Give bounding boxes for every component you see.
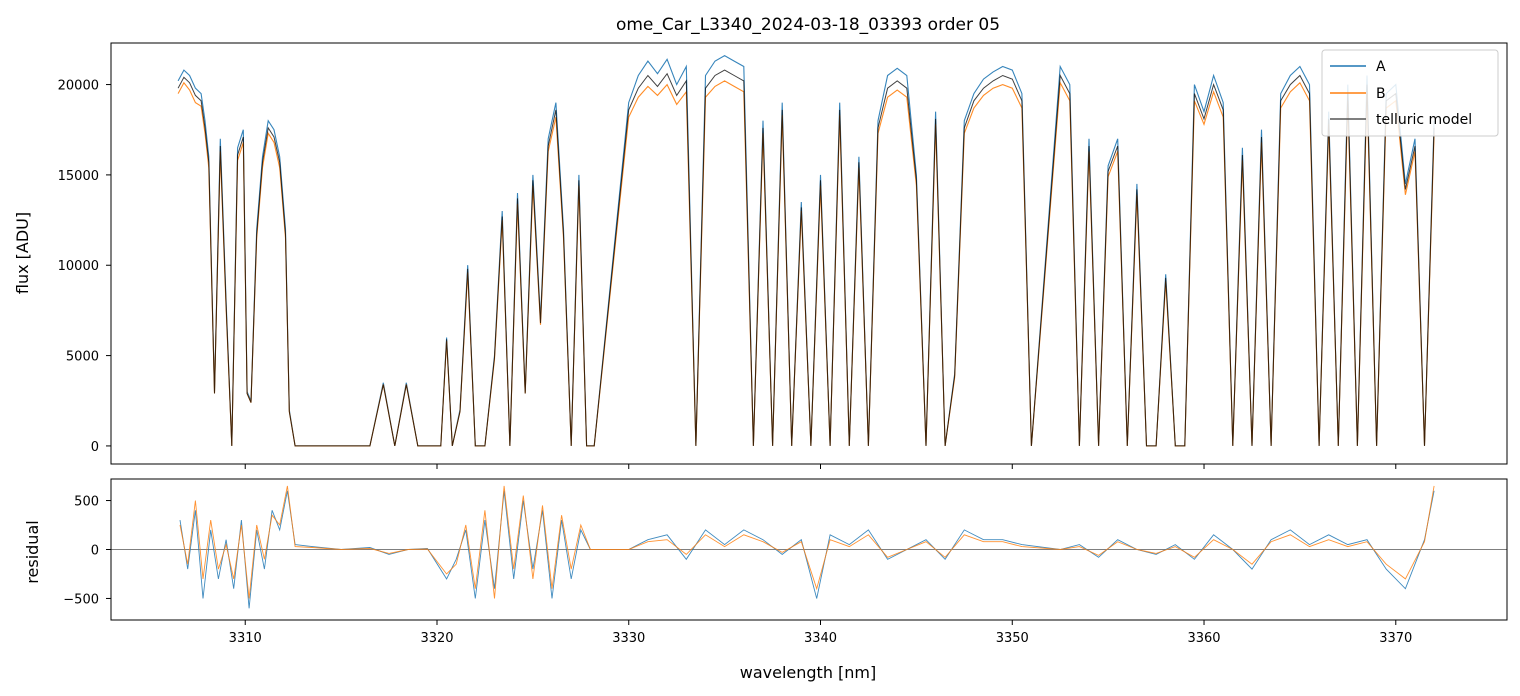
flux-plot-frame (110, 42, 1508, 465)
legend: A B telluric model (1321, 49, 1499, 137)
residual-panel: −500 0 500 3310 3320 3330 3340 3350 3360 3370 re… (23, 478, 1508, 682)
residual-y-axis: −500 0 500 (63, 495, 111, 607)
flux-y-tick-label: 15000 (58, 169, 99, 184)
flux-series-telluric-model (177, 69, 1435, 447)
legend-label-model: telluric model (1376, 112, 1472, 128)
flux-series-group (177, 54, 1435, 447)
x-tick-label: 3360 (1187, 631, 1220, 646)
legend-label-a: A (1376, 59, 1386, 75)
x-axis-label: wavelength [nm] (740, 663, 877, 682)
flux-panel: 0 5000 10000 15000 20000 flux [ADU] (13, 42, 1508, 469)
legend-box (1321, 49, 1499, 137)
residual-series-b (179, 485, 1435, 599)
x-tick-label: 3350 (996, 631, 1029, 646)
x-tick-label: 3370 (1379, 631, 1412, 646)
x-tick-label: 3310 (229, 631, 262, 646)
residual-y-tick-label: 500 (74, 495, 99, 510)
flux-y-axis: 0 5000 10000 15000 20000 (58, 79, 111, 455)
legend-label-b: B (1376, 86, 1386, 102)
flux-y-tick-label: 20000 (58, 79, 99, 94)
residual-series-a (179, 490, 1435, 609)
x-tick-label: 3340 (804, 631, 837, 646)
residual-series-group (179, 485, 1435, 609)
residual-y-tick-label: 0 (91, 544, 99, 559)
flux-y-tick-label: 10000 (58, 259, 99, 274)
flux-y-axis-label: flux [ADU] (13, 212, 32, 294)
x-tick-label: 3320 (420, 631, 453, 646)
x-tick-label: 3330 (612, 631, 645, 646)
residual-y-tick-label: −500 (63, 592, 99, 607)
residual-y-axis-label: residual (23, 520, 42, 583)
flux-y-tick-label: 0 (91, 440, 99, 455)
residual-x-axis: 3310 3320 3330 3340 3350 3360 3370 (229, 620, 1412, 646)
flux-x-axis (244, 464, 1397, 469)
flux-y-tick-label: 5000 (66, 350, 99, 365)
chart-title: ome_Car_L3340_2024-03-18_03393 order 05 (616, 15, 1000, 35)
